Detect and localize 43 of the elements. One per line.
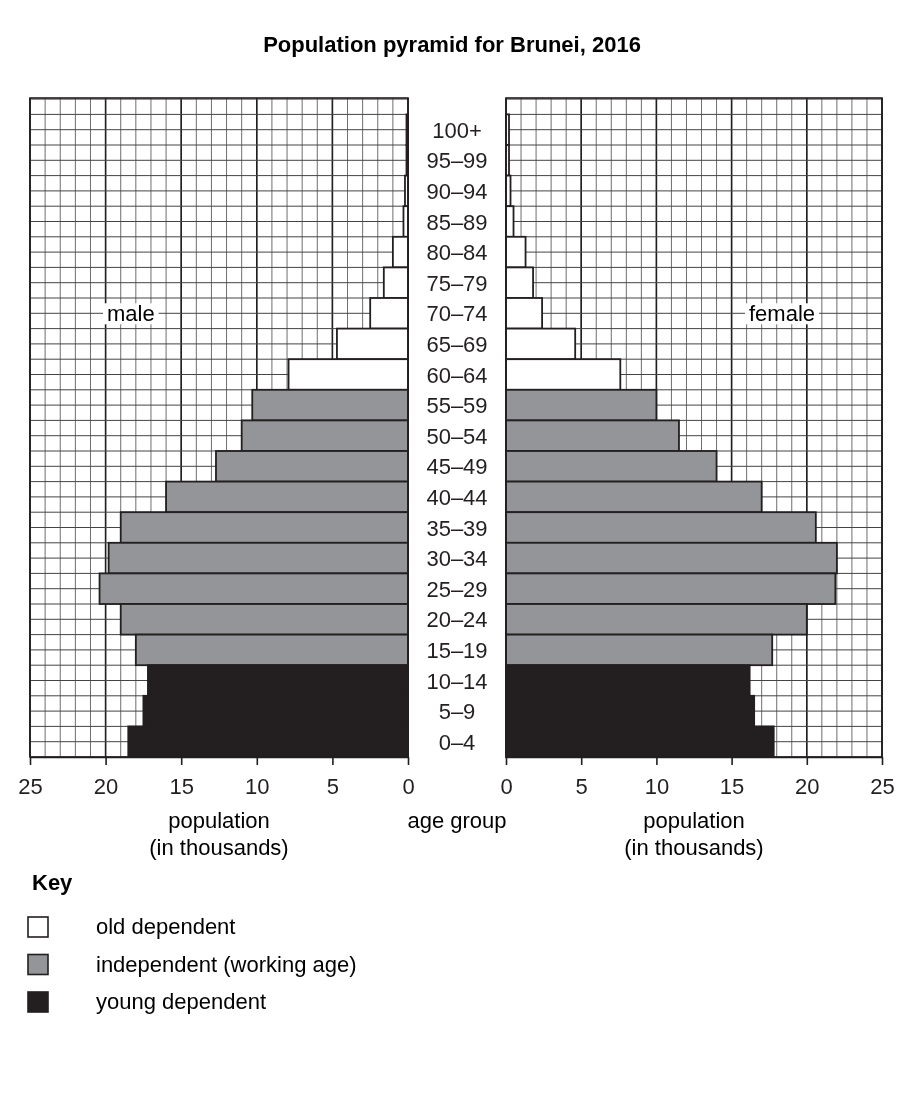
y-tick-label: 0–4 [438, 729, 476, 755]
y-tick-label: 100+ [432, 117, 482, 143]
y-tick-label: 40–44 [426, 484, 488, 510]
y-tick-label: 95–99 [426, 148, 488, 174]
x-axis-title: population (in thousands) [624, 808, 764, 860]
y-tick-label: 60–64 [426, 362, 488, 388]
x-tick-label: 5 [326, 774, 340, 800]
annotation: male [107, 301, 155, 327]
x-tick-label: 20 [795, 774, 820, 800]
x-tick-label: 5 [575, 774, 588, 800]
x-tick-label: 15 [719, 774, 745, 800]
x-tick-label: 10 [245, 774, 270, 800]
y-tick-label: 20–24 [426, 607, 488, 633]
y-tick-label: 65–69 [426, 331, 488, 357]
y-tick-label: 30–34 [426, 546, 488, 572]
chart-title: Population pyramid for Brunei, 2016 [263, 32, 641, 57]
y-tick-label: 90–94 [426, 178, 488, 204]
legend-label: young dependent [96, 989, 267, 1014]
y-tick-label: 75–79 [426, 270, 488, 296]
x-tick-label: 20 [93, 774, 119, 800]
y-tick-label: 45–49 [426, 454, 488, 480]
y-tick-label: 50–54 [426, 423, 488, 449]
y-tick-label: 85–89 [426, 209, 488, 235]
annotation: female [749, 301, 816, 327]
legend-title: Key [32, 870, 74, 895]
y-tick-label: 10–14 [426, 668, 488, 694]
x-tick-label: 15 [169, 774, 194, 800]
y-tick-label: 55–59 [426, 393, 488, 419]
x-tick-label: 10 [644, 774, 670, 800]
y-tick-label: 5–9 [438, 699, 476, 725]
x-tick-label: 0 [402, 774, 415, 800]
y-tick-label: 25–29 [426, 576, 488, 602]
x-tick-label: 25 [18, 774, 43, 800]
x-tick-label: 25 [870, 774, 895, 800]
y-tick-label: 15–19 [426, 637, 488, 663]
y-tick-label: 80–84 [426, 240, 488, 266]
x-tick-label: 0 [500, 774, 513, 800]
x-axis-title: population (in thousands) [149, 808, 289, 860]
y-axis-title: age group [407, 808, 507, 833]
y-tick-label: 35–39 [426, 515, 488, 541]
y-tick-label: 70–74 [426, 301, 488, 327]
legend-label: old dependent [96, 914, 236, 939]
legend-label: independent (working age) [96, 951, 357, 977]
